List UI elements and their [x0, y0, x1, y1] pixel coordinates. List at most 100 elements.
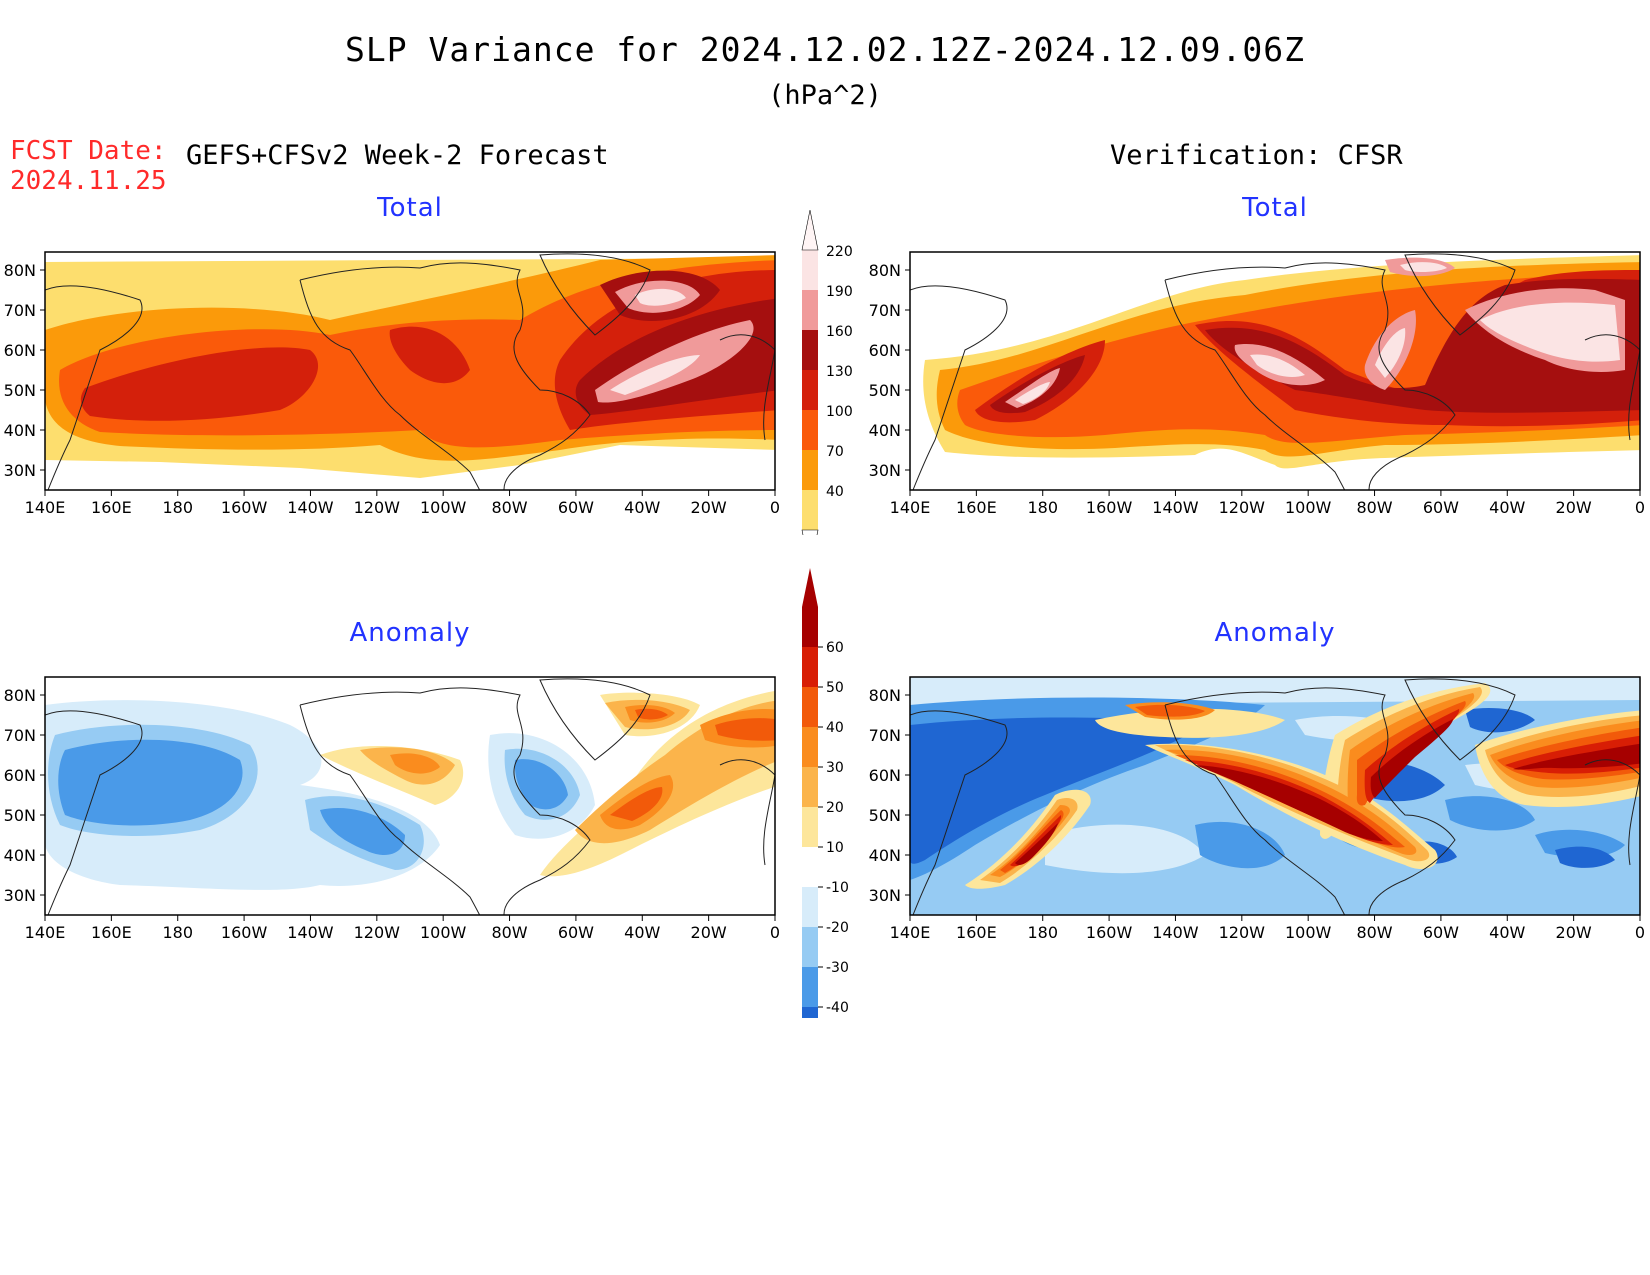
colorbar-anomaly-label: 50: [826, 680, 844, 696]
lat-tick-label: 70N: [869, 726, 901, 745]
lat-tick-label: 40N: [4, 421, 36, 440]
lat-tick-label: 80N: [4, 686, 36, 705]
colorbar-anomaly-swatch: [802, 687, 818, 727]
field-band-40: [610, 708, 775, 821]
lat-tick-label: 40N: [869, 421, 901, 440]
lon-tick-label: 60W: [558, 498, 594, 517]
coastline-north-america: [1164, 687, 1456, 915]
lat-tick-label: 30N: [869, 461, 901, 480]
lat-tick-label: 40N: [4, 846, 36, 865]
colorbar-total-label: 190: [826, 284, 853, 300]
field-band-10: [320, 690, 775, 877]
colorbar-total-label: 70: [826, 444, 844, 460]
colorbar-total-swatches: 220 190 160 130 100 70 40: [801, 209, 853, 535]
lon-tick-label: 120W: [1219, 498, 1266, 517]
lon-axis-fcst-total: 140E 160E 180 160W 140W 120W 100W 80W 60W 40W 20W 0: [25, 490, 780, 517]
lon-tick-label: 160E: [91, 923, 132, 942]
lon-tick-label: 80W: [1356, 923, 1392, 942]
colorbar-anomaly-swatch: [802, 1007, 818, 1018]
colorbar-total-swatch: [802, 370, 818, 410]
map-panel-verif-anomaly: 80N 70N 60N 50N 40N 30N 140E 160E 180 160W 140W 12…: [869, 676, 1645, 942]
colorbar-anomaly-swatch: [802, 727, 818, 767]
lon-tick-label: 80W: [1356, 498, 1392, 517]
lon-tick-label: 60W: [1423, 498, 1459, 517]
lon-tick-label: 40W: [624, 498, 660, 517]
lon-tick-label: 140E: [25, 923, 66, 942]
lat-tick-label: 60N: [4, 341, 36, 360]
lat-tick-label: 60N: [869, 766, 901, 785]
lat-tick-label: 50N: [869, 806, 901, 825]
field-band-neg40: [910, 708, 1615, 868]
lat-axis-fcst-total: 80N 70N 60N 50N 40N 30N: [4, 261, 45, 480]
colorbar-anomaly-top-arrow: [802, 568, 818, 607]
lat-tick-label: 60N: [869, 341, 901, 360]
coastline-north-america: [299, 687, 591, 915]
lon-tick-label: 40W: [1489, 923, 1525, 942]
field-band-30: [390, 705, 775, 830]
colorbar-anomaly-label: -20: [826, 920, 849, 936]
lat-tick-label: 30N: [869, 886, 901, 905]
coastline-greenland: [1404, 253, 1516, 336]
lat-tick-label: 60N: [4, 766, 36, 785]
coastline-asia: [45, 710, 143, 915]
field-band-220: [610, 288, 700, 395]
colorbar-anomaly-swatch: [802, 847, 818, 887]
lon-tick-label: 60W: [1423, 923, 1459, 942]
lon-tick-label: 120W: [354, 923, 401, 942]
lon-tick-label: 60W: [558, 923, 594, 942]
lon-tick-label: 140E: [890, 923, 931, 942]
lon-tick-label: 0: [1635, 498, 1645, 517]
lon-tick-label: 40W: [1489, 498, 1525, 517]
lat-axis-verif-anomaly: 80N 70N 60N 50N 40N 30N: [869, 686, 910, 905]
lon-tick-label: 160W: [1086, 498, 1133, 517]
colorbar-total-swatch: [802, 290, 818, 330]
lon-tick-label: 140W: [287, 923, 334, 942]
coastline-greenland: [539, 253, 651, 336]
lat-tick-label: 30N: [4, 461, 36, 480]
colorbar-total-swatch: [802, 250, 818, 290]
fcst-date-label: FCST Date:: [10, 136, 167, 166]
colorbar-total-swatch: [802, 410, 818, 450]
lat-tick-label: 80N: [869, 686, 901, 705]
map-panel-fcst-total: 80N 70N 60N 50N 40N 30N 140E 160E 180 160W 140W 12…: [4, 251, 780, 517]
lon-tick-label: 100W: [1285, 923, 1332, 942]
fcst-date-value: 2024.11.25: [10, 166, 167, 196]
lon-tick-label: 20W: [691, 923, 727, 942]
colorbar-total-swatch: [802, 450, 818, 490]
lon-tick-label: 140W: [1152, 923, 1199, 942]
colorbar-anomaly-swatch: [802, 607, 818, 647]
lon-tick-label: 160E: [91, 498, 132, 517]
panel-subtitle-verif-anomaly: Anomaly: [1214, 618, 1336, 648]
colorbar-anomaly-label: -40: [826, 1000, 849, 1016]
colorbar-anomaly-label: 60: [826, 640, 844, 656]
colorbar-anomaly-label: 40: [826, 720, 844, 736]
colorbar-anomaly-swatches: 60 50 40 30 20 10 -10 -20 -30 -40: [802, 568, 849, 1018]
lat-axis-verif-total: 80N 70N 60N 50N 40N 30N: [869, 261, 910, 480]
lon-tick-label: 0: [770, 498, 780, 517]
map-panel-fcst-anomaly: 80N 70N 60N 50N 40N 30N 140E 160E 180 160W 140W 12…: [4, 676, 780, 942]
lon-tick-label: 20W: [691, 498, 727, 517]
lon-tick-label: 20W: [1556, 923, 1592, 942]
coastline-asia: [910, 710, 1008, 915]
coastline-asia: [45, 285, 143, 490]
colorbar-anomaly-label: -30: [826, 960, 849, 976]
lon-tick-label: 160E: [956, 498, 997, 517]
map-panel-verif-total: 80N 70N 60N 50N 40N 30N 140E 160E 180 160W 140W 12…: [869, 251, 1645, 517]
coastline-north-america: [1164, 262, 1456, 490]
lat-tick-label: 50N: [4, 806, 36, 825]
lon-tick-label: 180: [162, 923, 193, 942]
lat-tick-label: 80N: [4, 261, 36, 280]
lat-tick-label: 30N: [4, 886, 36, 905]
colorbar-total-swatch: [802, 490, 818, 530]
colorbar-anomaly: 60 50 40 30 20 10 -10 -20 -30 -40: [802, 568, 849, 1018]
lon-tick-label: 140E: [25, 498, 66, 517]
lon-tick-label: 100W: [1285, 498, 1332, 517]
verification-title: Verification: CFSR: [1110, 140, 1403, 171]
lon-tick-label: 100W: [420, 498, 467, 517]
colorbar-total-bottom-arrow: [801, 529, 819, 535]
colorbar-anomaly-swatch: [802, 807, 818, 847]
lon-tick-label: 180: [1027, 923, 1058, 942]
lon-tick-label: 160W: [221, 498, 268, 517]
colorbar-anomaly-swatch: [802, 967, 818, 1007]
lon-tick-label: 120W: [354, 498, 401, 517]
